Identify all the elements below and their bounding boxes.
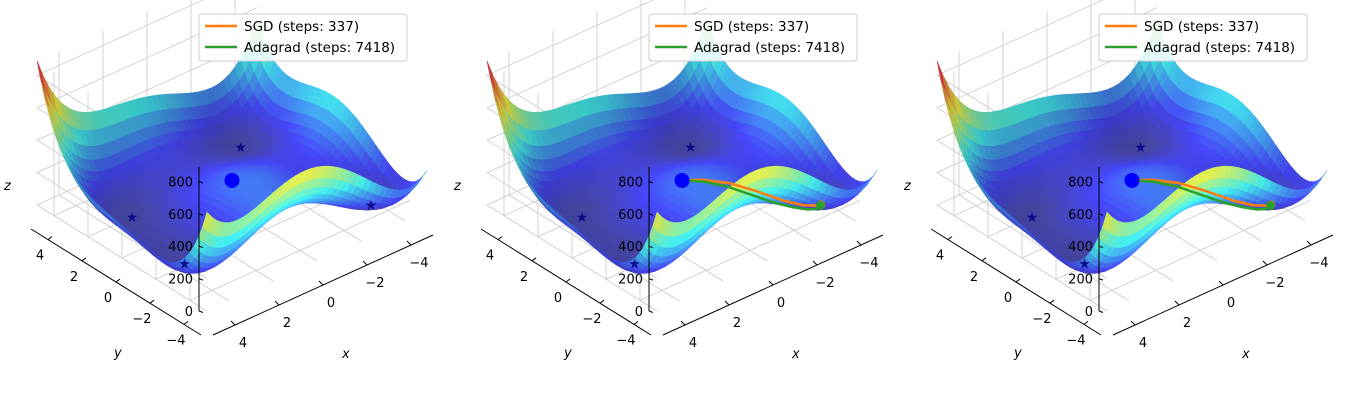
x-tick-label: −2 [365,276,384,291]
z-tick-label: 600 [1068,208,1093,223]
path-adagrad [1131,179,1272,211]
y-tick-label: −4 [166,333,185,348]
y-tick-label: 4 [36,249,44,264]
minimum-star-marker: ★ [576,210,589,226]
surface [936,18,1328,274]
path-sgd [681,178,822,207]
minimum-star-marker: ★ [234,140,247,156]
legend-entry-label: SGD (steps: 337) [244,19,359,35]
x-axis-label: x [791,347,800,362]
minimum-star-marker: ★ [126,210,139,226]
legend-entry-label: Adagrad (steps: 7418) [244,40,395,56]
minimum-star-marker: ★ [1134,140,1147,156]
z-axis-label: z [3,179,12,194]
minimum-star-marker: ★ [684,140,697,156]
legend-entry-label: SGD (steps: 337) [694,19,809,35]
z-tick-label: 600 [168,208,193,223]
y-tick-label: −4 [616,333,635,348]
minimum-star-marker: ★ [1078,256,1091,272]
y-axis-label: y [113,346,122,361]
start-point-marker [674,172,690,188]
y-tick-label: 2 [520,270,528,285]
x-tick-label: 2 [283,316,291,331]
x-axis-label: x [1241,347,1250,362]
z-tick-label: 0 [185,305,193,320]
x-tick-label: −4 [859,256,878,271]
chart-svg: ★ ★ ★ ★ 0 200 400 600 800 z −4 −2 0 2 4 y 4 2 0 −2 −4 x SGD (s… [3,0,434,362]
path-end-marker-adagrad [816,200,826,210]
path-sgd [1131,178,1272,207]
x-tick-label: 4 [689,336,697,351]
x-tick-label: 4 [239,336,247,351]
z-tick-label: 400 [168,240,193,255]
y-tick-label: 4 [486,249,494,264]
minimum-star-marker: ★ [628,256,641,272]
axes: 0 200 400 600 800 z −4 −2 0 2 4 y 4 2 0 −2 −4 x [903,166,1334,362]
y-tick-label: 4 [936,249,944,264]
z-tick-label: 800 [618,175,643,190]
axes: 0 200 400 600 800 z −4 −2 0 2 4 y 4 2 0 −2 −4 x [453,166,884,362]
y-tick-label: 0 [1004,291,1012,306]
legend-entry-label: Adagrad (steps: 7418) [694,40,845,56]
x-tick-label: 0 [327,296,335,311]
path-adagrad [681,179,822,211]
y-tick-label: −4 [1066,333,1085,348]
path-end-marker-adagrad [1266,200,1276,210]
y-tick-label: 2 [970,270,978,285]
start-point-marker [224,172,240,188]
surface [486,18,878,274]
z-tick-label: 400 [1068,240,1093,255]
z-axis-label: z [903,179,912,194]
x-axis-label: x [341,347,350,362]
surface-plot-sgd-adagrad-empty: ★ ★ ★ ★ 0 200 400 600 800 z −4 −2 0 2 4 y 4 2 0 −2 −4 x SGD (s… [0,0,450,410]
legend-entry-label: Adagrad (steps: 7418) [1144,40,1295,56]
y-axis-label: y [1013,346,1022,361]
z-tick-label: 400 [618,240,643,255]
y-tick-label: −2 [1032,312,1051,327]
z-tick-label: 200 [618,273,643,288]
minimum-star-marker: ★ [1026,210,1039,226]
axes: 0 200 400 600 800 z −4 −2 0 2 4 y 4 2 0 −2 −4 x [3,166,434,362]
legend: SGD (steps: 337) Adagrad (steps: 7418) [198,13,408,62]
x-tick-label: 2 [733,316,741,331]
y-axis-label: y [563,346,572,361]
z-tick-label: 0 [1085,305,1093,320]
z-axis-label: z [453,179,462,194]
x-tick-label: 4 [1139,336,1147,351]
z-tick-label: 200 [1068,273,1093,288]
x-tick-label: −2 [1265,276,1284,291]
x-tick-label: −4 [1309,256,1328,271]
z-tick-label: 0 [635,305,643,320]
minimum-star-marker: ★ [365,198,378,214]
x-tick-label: 0 [777,296,785,311]
surface [36,18,428,274]
legend: SGD (steps: 337) Adagrad (steps: 7418) [648,13,858,62]
z-tick-label: 800 [168,175,193,190]
y-tick-label: −2 [582,312,601,327]
y-tick-label: 0 [104,291,112,306]
z-tick-label: 600 [618,208,643,223]
x-tick-label: −4 [409,256,428,271]
legend-entry-label: SGD (steps: 337) [1144,19,1259,35]
y-tick-label: 2 [70,270,78,285]
z-tick-label: 800 [1068,175,1093,190]
legend: SGD (steps: 337) Adagrad (steps: 7418) [1098,13,1308,62]
x-tick-label: 2 [1183,316,1191,331]
y-tick-label: −2 [132,312,151,327]
x-tick-label: −2 [815,276,834,291]
y-tick-label: 0 [554,291,562,306]
x-tick-label: 0 [1227,296,1235,311]
minimum-star-marker: ★ [178,256,191,272]
z-tick-label: 200 [168,273,193,288]
start-point-marker [1124,172,1140,188]
